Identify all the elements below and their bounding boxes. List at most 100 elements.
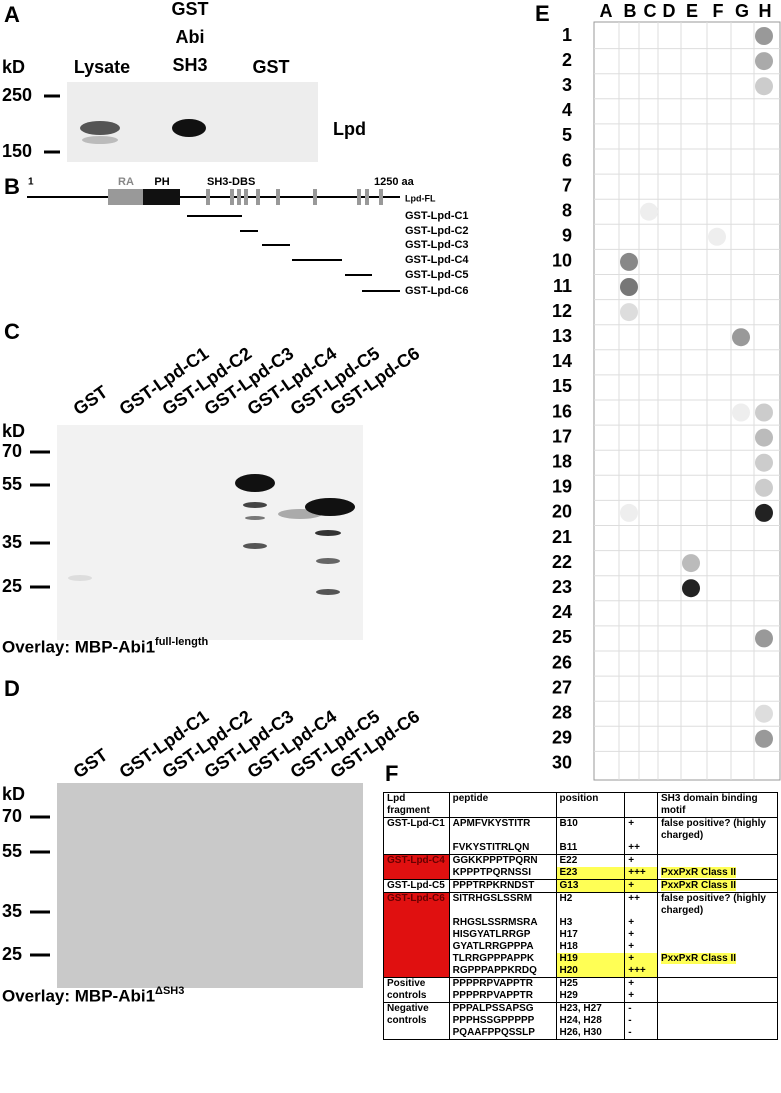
marker-label: 35 xyxy=(2,532,22,552)
cell: + xyxy=(624,953,658,965)
spot xyxy=(682,554,700,573)
row-label: 28 xyxy=(552,702,572,722)
table-row: HISGYATLRRGP H17 + xyxy=(384,929,779,941)
motif: PxxPxR Class II xyxy=(660,880,737,891)
row-label: 15 xyxy=(552,376,572,396)
cell xyxy=(656,929,779,941)
cell xyxy=(624,792,658,818)
cell: PxxPxR Class II xyxy=(656,867,779,880)
cell: APMFVKYSTITR xyxy=(448,817,557,842)
spot xyxy=(755,503,773,522)
cell: PPPPRPVAPPTR xyxy=(448,990,557,1003)
sh3-sites xyxy=(206,189,383,205)
row-label: 5 xyxy=(562,125,572,145)
cell: H3 xyxy=(555,917,626,929)
panel-label: C xyxy=(4,319,20,344)
column-label: G xyxy=(735,1,749,21)
cell: H26, H30 xyxy=(555,1027,626,1040)
cell: H19 xyxy=(555,953,626,965)
cell: GST-Lpd-C6 xyxy=(383,892,450,978)
cell: H18 xyxy=(555,941,626,953)
cell: ++ xyxy=(624,892,658,917)
construct-label: GST-Lpd-C2 xyxy=(405,225,469,237)
table-row: RHGSLSSRMSRA H3 + xyxy=(384,917,779,929)
marker-label: 25 xyxy=(2,944,22,964)
row-label: 19 xyxy=(552,477,572,497)
cell: SH3 domain binding motif xyxy=(656,792,779,818)
ra-domain xyxy=(108,189,143,205)
cell: H23, H27 xyxy=(555,1002,626,1015)
cell: KPPPTPQRNSSI xyxy=(448,867,557,880)
table-row: GST-Lpd-C6 SITRHGSLSSRM H2 ++ false positive… xyxy=(383,892,779,978)
domain-label: PH xyxy=(154,176,169,188)
ph-domain xyxy=(143,189,180,205)
cell xyxy=(656,1027,779,1040)
spot xyxy=(620,278,638,296)
table-row: FVKYSTITRLQN B11 ++ xyxy=(384,842,779,855)
column-label: D xyxy=(663,1,676,21)
spot xyxy=(620,252,638,271)
construct-label: GST-Lpd-C4 xyxy=(405,254,469,266)
cell: GST-Lpd-C5 xyxy=(383,879,450,893)
marker-label: 150 xyxy=(2,141,32,161)
spot xyxy=(755,478,773,497)
column-label: B xyxy=(624,1,637,21)
cell xyxy=(656,965,779,978)
row-label: 16 xyxy=(552,401,572,421)
cell xyxy=(656,1015,779,1027)
lane-label: SH3 xyxy=(172,55,207,75)
table-row: Negative controls PPPALPSSAPSG H23, H27- xyxy=(383,1002,779,1040)
row-label: 3 xyxy=(562,75,572,95)
blot-c xyxy=(57,425,363,640)
row-label: 9 xyxy=(562,226,572,246)
marker-label: 70 xyxy=(2,441,22,461)
spot xyxy=(755,77,773,96)
row-label: 2 xyxy=(562,50,572,70)
row-label: 21 xyxy=(552,527,572,547)
table-row: GST-Lpd-C4 GGKKPPPTPQRN E22 + xyxy=(383,854,779,880)
row-label: 8 xyxy=(562,200,572,220)
cell: FVKYSTITRLQN xyxy=(448,842,557,855)
cell: B10 xyxy=(555,817,626,842)
column-label: F xyxy=(713,1,724,21)
row-label: 20 xyxy=(552,502,572,522)
cell: PxxPxR Class II xyxy=(656,879,779,893)
cell: H17 xyxy=(555,929,626,941)
table-row: PPPHSSGPPPPP H24, H28- xyxy=(384,1015,779,1027)
cell xyxy=(656,842,779,855)
position-label: 1250 aa xyxy=(374,176,415,188)
cell: PPPALPSSAPSG xyxy=(448,1002,557,1015)
construct-label: GST-Lpd-C1 xyxy=(405,210,469,222)
marker-label: 35 xyxy=(2,901,22,921)
table-row: KPPPTPQRNSSI E23 +++ PxxPxR Class II xyxy=(384,867,779,880)
cell: GYATLRRGPPPA xyxy=(448,941,557,953)
cell: E23 xyxy=(555,867,626,880)
cell: position xyxy=(555,792,626,818)
spot xyxy=(682,579,700,598)
row-label: 30 xyxy=(552,753,572,773)
cell: TLRRGPPPAPPK xyxy=(448,953,557,965)
cell xyxy=(656,1002,779,1015)
panel-label: A xyxy=(4,2,20,27)
cell: ++ xyxy=(624,842,658,855)
spot xyxy=(732,328,750,347)
marker-label: 70 xyxy=(2,806,22,826)
cell: + xyxy=(624,941,658,953)
spot xyxy=(640,202,658,221)
spot xyxy=(755,52,773,71)
lane-label: GST xyxy=(70,382,112,420)
cell xyxy=(656,917,779,929)
lane-label: Abi xyxy=(176,27,205,47)
cell: PPPTRPKRNDST xyxy=(448,879,557,893)
caption-sup: full-length xyxy=(155,636,208,648)
column-label: C xyxy=(644,1,657,21)
cell: RGPPPAPPKRDQ xyxy=(448,965,557,978)
motif: PxxPxR Class II xyxy=(660,867,737,878)
cell: B11 xyxy=(555,842,626,855)
spot xyxy=(755,453,773,472)
row-label: 17 xyxy=(552,426,572,446)
kd-label: kD xyxy=(2,784,25,804)
lane-label: Lysate xyxy=(74,57,130,77)
construct-label: GST-Lpd-C6 xyxy=(405,285,469,297)
